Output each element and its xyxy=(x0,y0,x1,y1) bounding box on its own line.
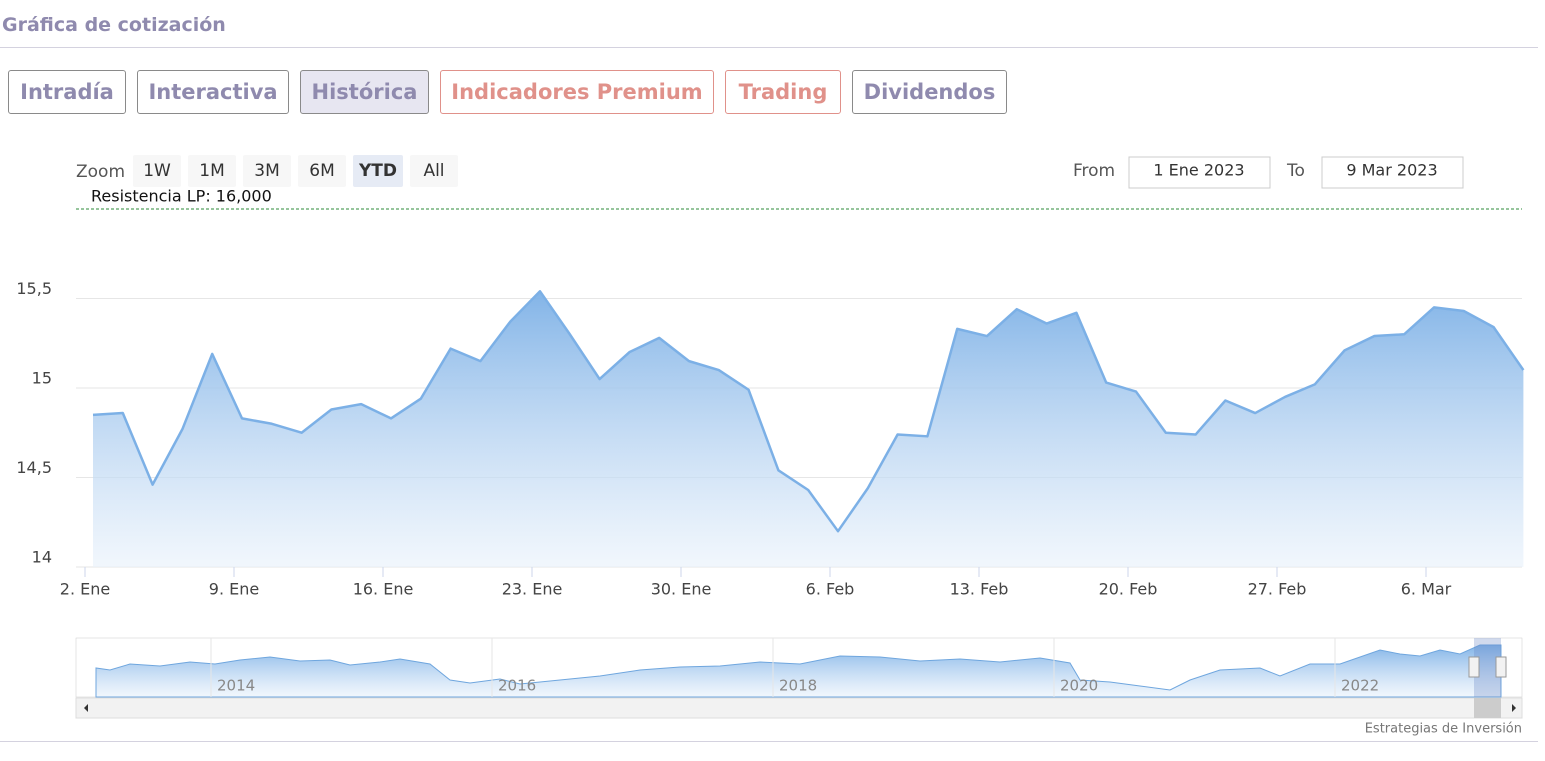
credits: Estrategias de Inversión xyxy=(1365,722,1522,737)
zoom-button[interactable] xyxy=(188,155,236,187)
tab[interactable]: Trading xyxy=(725,70,841,114)
price-line xyxy=(92,290,1525,533)
navigator-year: 2014 xyxy=(217,677,255,695)
zoom-button-label[interactable]: YTD xyxy=(358,161,397,181)
from-label: From xyxy=(1073,161,1115,181)
x-tick-label: 30. Ene xyxy=(651,580,712,599)
x-tick-label: 13. Feb xyxy=(950,580,1009,599)
x-tick-label: 20. Feb xyxy=(1099,580,1158,599)
zoom-button-label[interactable]: 1M xyxy=(199,161,224,181)
divider xyxy=(0,741,1538,742)
navigator-area xyxy=(95,644,1502,698)
zoom-button-label[interactable]: 1W xyxy=(143,161,171,181)
zoom-button[interactable] xyxy=(353,155,403,187)
zoom-button[interactable] xyxy=(243,155,291,187)
navigator-year: 2016 xyxy=(498,677,536,695)
tab[interactable]: Indicadores Premium xyxy=(440,70,714,114)
zoom-button[interactable] xyxy=(410,155,458,187)
tab[interactable]: Interactiva xyxy=(137,70,289,114)
zoom-button-label[interactable]: 3M xyxy=(254,161,279,181)
navigator-year: 2022 xyxy=(1341,677,1379,695)
scrollbar[interactable] xyxy=(75,697,1523,719)
to-input[interactable] xyxy=(1321,156,1464,189)
zoom-label: Zoom xyxy=(76,162,125,182)
zoom-button[interactable] xyxy=(298,155,346,187)
y-tick-label: 15,5 xyxy=(16,279,52,298)
x-tick-label: 6. Mar xyxy=(1401,580,1452,599)
scroll-right[interactable] xyxy=(1512,704,1516,712)
tab[interactable]: Histórica xyxy=(300,70,429,114)
x-tick-label: 2. Ene xyxy=(60,580,110,599)
y-tick-label: 14 xyxy=(32,548,52,567)
x-tick-label: 23. Ene xyxy=(502,580,563,599)
y-tick-label: 14,5 xyxy=(16,458,52,477)
to-label: To xyxy=(1286,161,1305,181)
x-tick-label: 27. Feb xyxy=(1248,580,1307,599)
tab[interactable]: Intradía xyxy=(8,70,126,114)
navigator-year: 2020 xyxy=(1060,677,1098,695)
navigator-handle[interactable] xyxy=(1468,656,1480,678)
from-input[interactable] xyxy=(1128,156,1271,189)
scrollbar-thumb[interactable] xyxy=(1474,698,1501,718)
x-tick-label: 9. Ene xyxy=(209,580,259,599)
zoom-button-label[interactable]: All xyxy=(423,161,444,181)
x-tick-label: 16. Ene xyxy=(353,580,414,599)
navigator-year: 2018 xyxy=(779,677,817,695)
zoom-button[interactable] xyxy=(133,155,181,187)
y-tick-label: 15 xyxy=(32,368,52,387)
from-value[interactable]: 1 Ene 2023 xyxy=(1153,161,1244,180)
zoom-button-label[interactable]: 6M xyxy=(309,161,334,181)
tab[interactable]: Dividendos xyxy=(852,70,1007,114)
x-tick-label: 6. Feb xyxy=(806,580,855,599)
section-title: Gráfica de cotización xyxy=(2,14,226,36)
area-fill xyxy=(93,291,1524,567)
navigator-handle[interactable] xyxy=(1495,656,1507,678)
divider xyxy=(0,47,1538,48)
to-value[interactable]: 9 Mar 2023 xyxy=(1346,161,1437,180)
scroll-left[interactable] xyxy=(84,704,88,712)
plot-line-label: Resistencia LP: 16,000 xyxy=(91,186,272,205)
